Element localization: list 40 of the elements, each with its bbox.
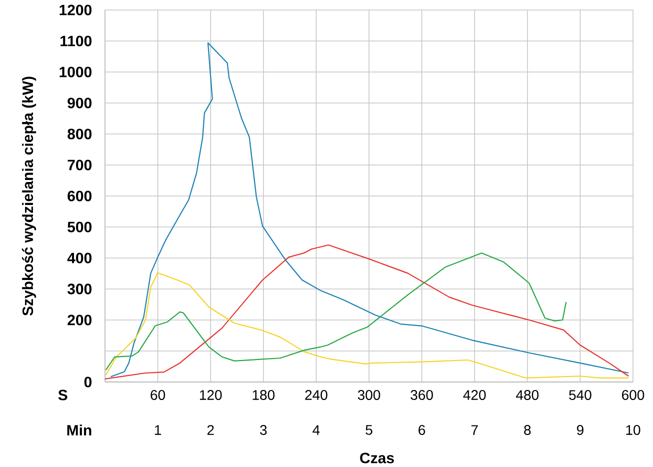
text: Min [67, 424, 92, 436]
y-tick-label: 700 [68, 160, 92, 170]
text: S [58, 390, 68, 400]
y-tick-label: 900 [68, 98, 92, 108]
x2-tick-label: 1 [154, 425, 162, 435]
x2-tick-label: 5 [366, 425, 372, 435]
y-tick-label: 800 [68, 128, 92, 140]
y-tick-label: 1100 [60, 36, 92, 46]
x2-tick-label: 8 [524, 425, 531, 435]
x2-tick-label: 2 [207, 425, 214, 435]
y-tick-label: 500 [68, 222, 92, 232]
x-tick-label: 300 [358, 390, 380, 400]
y-axis-title: Szybkość wydzielania ciepła (kW) [22, 76, 36, 316]
x-tick-label: 360 [410, 390, 433, 400]
y-tick-label: 200 [68, 314, 92, 326]
x-tick-label: 420 [463, 390, 486, 400]
y-tick-label: 1000 [60, 66, 92, 78]
y-tick-label: 0 [84, 376, 92, 388]
y-tick-label: 1200 [60, 4, 92, 16]
x-tick-label: 240 [305, 390, 328, 400]
x2-tick-label: 3 [260, 425, 267, 435]
line-series [104, 244, 630, 380]
x2-tick-label: 6 [418, 425, 426, 435]
x2-tick-label: 7 [471, 425, 478, 435]
x-tick-label: 120 [200, 390, 222, 400]
x-tick-label: 540 [569, 390, 592, 400]
x-tick-label: 60 [150, 390, 166, 400]
x2-tick-label: 10 [626, 425, 640, 435]
x-axis-title: Czas [360, 452, 394, 464]
line-series [105, 252, 567, 370]
x-tick-label: 600 [622, 390, 644, 400]
line-series [110, 42, 630, 378]
x-tick-label: 480 [516, 390, 539, 400]
x2-tick-label: 9 [576, 425, 584, 435]
line-series [105, 272, 630, 379]
y-tick-label: 300 [67, 284, 92, 294]
y-tick-label: 400 [67, 252, 92, 264]
y-tick-label: 600 [68, 190, 92, 202]
x-tick-label: 180 [252, 390, 275, 400]
x2-tick-label: 4 [312, 425, 320, 435]
